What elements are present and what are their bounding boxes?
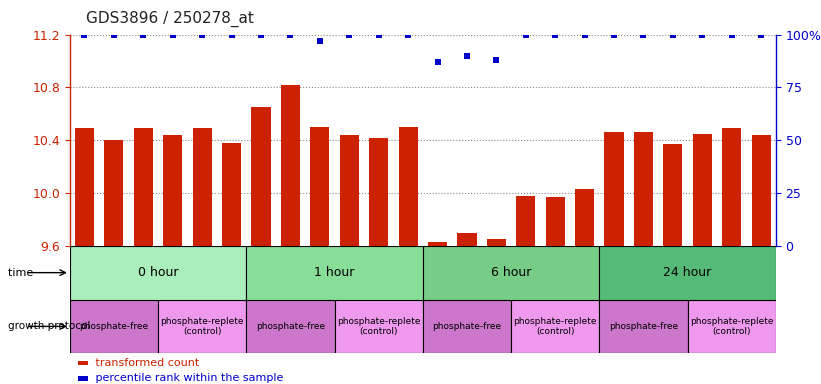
Text: growth protocol: growth protocol	[8, 321, 94, 331]
Bar	[423, 246, 599, 300]
Bar	[751, 135, 771, 246]
Bar	[246, 246, 423, 300]
Bar	[457, 233, 476, 246]
Bar	[104, 140, 123, 246]
Text: 6 hour: 6 hour	[491, 266, 531, 279]
Bar	[222, 143, 241, 246]
Text: phosphate-free: phosphate-free	[256, 322, 325, 331]
Bar	[246, 300, 335, 353]
Text: GDS3896 / 250278_at: GDS3896 / 250278_at	[86, 11, 254, 27]
Text: percentile rank within the sample: percentile rank within the sample	[92, 373, 283, 383]
Bar	[722, 128, 741, 246]
Bar	[693, 134, 712, 246]
Bar	[281, 85, 300, 246]
Bar	[193, 128, 212, 246]
Bar	[340, 135, 359, 246]
Bar	[604, 132, 624, 246]
Bar	[251, 107, 271, 246]
Bar	[423, 300, 511, 353]
Bar	[487, 239, 506, 246]
Text: phosphate-free: phosphate-free	[609, 322, 678, 331]
Text: phosphate-replete
(control): phosphate-replete (control)	[337, 317, 420, 336]
Text: time: time	[8, 268, 37, 278]
Bar	[599, 246, 776, 300]
Text: 1 hour: 1 hour	[314, 266, 355, 279]
Bar	[546, 197, 565, 246]
Bar	[335, 300, 423, 353]
Text: phosphate-free: phosphate-free	[433, 322, 502, 331]
Bar	[70, 246, 246, 300]
Text: phosphate-free: phosphate-free	[80, 322, 149, 331]
Bar	[599, 300, 688, 353]
Bar	[310, 127, 329, 246]
Text: phosphate-replete
(control): phosphate-replete (control)	[160, 317, 244, 336]
Bar	[516, 195, 535, 246]
Text: phosphate-replete
(control): phosphate-replete (control)	[513, 317, 597, 336]
Bar	[398, 127, 418, 246]
Bar	[134, 128, 153, 246]
Bar	[511, 300, 599, 353]
Bar	[634, 132, 653, 246]
Bar	[70, 300, 158, 353]
Bar	[163, 135, 182, 246]
Text: transformed count: transformed count	[92, 358, 200, 368]
Bar	[575, 189, 594, 246]
Bar	[158, 300, 246, 353]
Text: 0 hour: 0 hour	[138, 266, 178, 279]
Bar	[663, 144, 682, 246]
Bar	[75, 128, 94, 246]
Text: phosphate-replete
(control): phosphate-replete (control)	[690, 317, 773, 336]
Bar	[428, 242, 447, 246]
Text: 24 hour: 24 hour	[663, 266, 712, 279]
Bar	[687, 300, 776, 353]
Bar	[369, 137, 388, 246]
